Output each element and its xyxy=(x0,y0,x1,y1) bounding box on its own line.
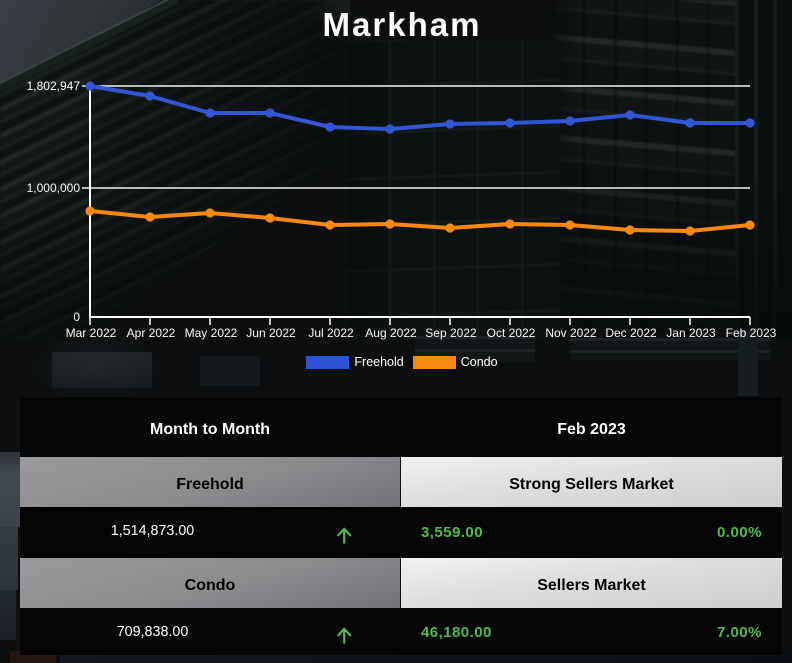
svg-text:Dec 2022: Dec 2022 xyxy=(605,326,657,340)
svg-text:Oct 2022: Oct 2022 xyxy=(487,326,536,340)
svg-text:Sep 2022: Sep 2022 xyxy=(425,326,477,340)
svg-text:1,802,947: 1,802,947 xyxy=(27,79,81,93)
svg-text:Feb 2023: Feb 2023 xyxy=(726,326,777,340)
svg-text:Jul 2022: Jul 2022 xyxy=(308,326,354,340)
svg-text:Nov 2022: Nov 2022 xyxy=(545,326,597,340)
svg-text:Jan 2023: Jan 2023 xyxy=(666,326,716,340)
svg-text:Jun 2022: Jun 2022 xyxy=(246,326,296,340)
svg-text:Apr 2022: Apr 2022 xyxy=(127,326,176,340)
svg-text:Mar 2022: Mar 2022 xyxy=(66,326,117,340)
svg-text:May 2022: May 2022 xyxy=(185,326,238,340)
svg-text:0: 0 xyxy=(73,310,80,324)
svg-text:1,000,000: 1,000,000 xyxy=(27,181,81,195)
svg-text:Aug 2022: Aug 2022 xyxy=(365,326,417,340)
